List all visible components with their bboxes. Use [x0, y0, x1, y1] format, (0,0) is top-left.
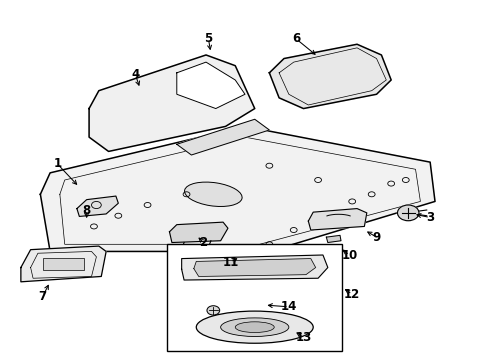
Text: 7: 7 — [39, 289, 47, 303]
Polygon shape — [308, 208, 367, 230]
Text: 4: 4 — [131, 68, 140, 81]
Text: 3: 3 — [426, 211, 434, 224]
Polygon shape — [21, 246, 106, 282]
Polygon shape — [194, 258, 316, 276]
Ellipse shape — [235, 322, 274, 333]
Text: 14: 14 — [281, 300, 297, 313]
Polygon shape — [40, 126, 435, 251]
Text: 13: 13 — [295, 331, 312, 344]
Polygon shape — [177, 62, 245, 109]
Bar — [167, 244, 343, 351]
Text: 2: 2 — [199, 236, 208, 249]
Text: 8: 8 — [82, 204, 91, 217]
Polygon shape — [326, 235, 341, 243]
Polygon shape — [170, 222, 228, 243]
Circle shape — [397, 205, 419, 221]
Text: 1: 1 — [53, 157, 61, 170]
Polygon shape — [177, 119, 270, 155]
Ellipse shape — [220, 318, 289, 337]
Circle shape — [207, 306, 220, 315]
Polygon shape — [229, 250, 244, 257]
Polygon shape — [270, 44, 391, 109]
Circle shape — [241, 251, 247, 256]
Text: 10: 10 — [342, 248, 358, 261]
Polygon shape — [182, 255, 328, 280]
Text: 12: 12 — [344, 288, 360, 301]
Polygon shape — [244, 250, 259, 257]
Polygon shape — [77, 196, 118, 216]
Polygon shape — [89, 55, 255, 152]
Text: 6: 6 — [292, 32, 300, 45]
Bar — [43, 257, 84, 270]
Text: 9: 9 — [372, 231, 381, 244]
Text: 5: 5 — [204, 32, 213, 45]
Ellipse shape — [196, 311, 313, 343]
Ellipse shape — [185, 182, 242, 207]
Text: 11: 11 — [222, 256, 239, 269]
